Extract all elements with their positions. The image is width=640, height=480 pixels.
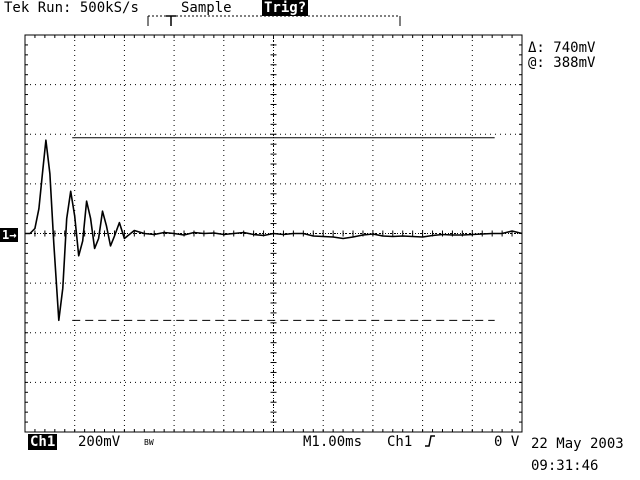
acquisition-mode: Sample: [181, 0, 232, 16]
trigger-status-badge: Trig?: [262, 0, 309, 16]
date-readout: 22 May 2003: [531, 436, 624, 452]
brand-label: Tek: [4, 0, 30, 16]
run-status: Run: 500kS/s: [37, 0, 139, 16]
channel-label: Ch1: [28, 434, 58, 450]
cursor-delta-readout: Δ: 740mV: [528, 40, 596, 56]
timebase-readout: M1.00ms: [303, 434, 363, 450]
channel-1-marker[interactable]: 1→: [0, 228, 19, 242]
time-readout: 09:31:46: [531, 458, 599, 474]
scope-header: Tek Run: 500kS/s: [4, 0, 139, 16]
trigger-source: Ch1: [387, 434, 413, 450]
volts-per-div: 200mV: [78, 434, 121, 450]
rising-edge-icon: [424, 434, 436, 452]
cursor-position-readout: @: 388mV: [528, 55, 596, 71]
bandwidth-limit-flag: BW: [144, 438, 154, 447]
trigger-level: 0 V: [494, 434, 520, 450]
waveform-trace: [25, 139, 523, 322]
